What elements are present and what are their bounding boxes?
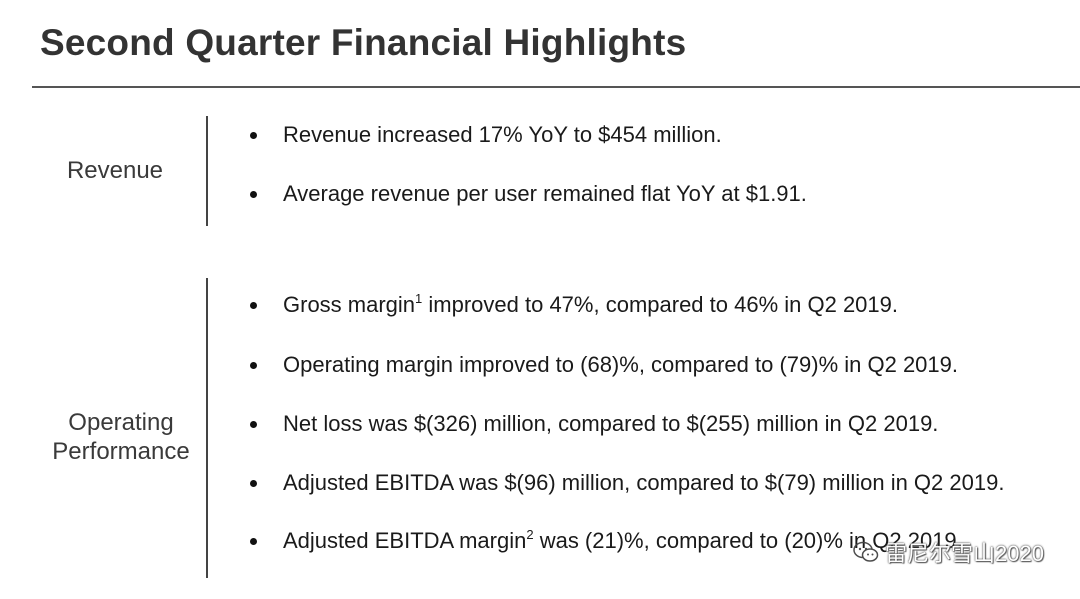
- bullet-item: Operating margin improved to (68)%, comp…: [250, 350, 958, 380]
- bullet-icon: [250, 361, 257, 369]
- section-label-operating-performance: Operating Performance: [40, 408, 202, 466]
- bullet-text: Operating margin improved to (68)%, comp…: [283, 352, 958, 377]
- bullet-text: Adjusted EBITDA margin2 was (21)%, compa…: [283, 528, 963, 554]
- footnote-marker: 2: [526, 526, 534, 542]
- bullet-text-part: Gross margin: [283, 292, 416, 317]
- bullet-text: Gross margin1 improved to 47%, compared …: [283, 292, 898, 318]
- bullet-text: Average revenue per user remained flat Y…: [283, 181, 807, 206]
- bullet-icon: [250, 131, 257, 139]
- section-divider-operating: [206, 278, 208, 578]
- footnote-marker: 1: [415, 290, 423, 306]
- section-divider-revenue: [206, 116, 208, 226]
- bullet-icon: [250, 537, 257, 545]
- bullet-item: Adjusted EBITDA was $(96) million, compa…: [250, 468, 1004, 498]
- bullet-text: Net loss was $(326) million, compared to…: [283, 411, 939, 436]
- bullet-icon: [250, 420, 257, 428]
- watermark-text: 雷尼尔雪山2020: [885, 541, 1044, 566]
- bullet-text-part: improved to 47%, compared to 46% in Q2 2…: [422, 292, 898, 317]
- bullet-icon: [250, 479, 257, 487]
- bullet-text-part: Adjusted EBITDA margin: [283, 528, 527, 553]
- bullet-item: Net loss was $(326) million, compared to…: [250, 409, 938, 439]
- bullet-item: Average revenue per user remained flat Y…: [250, 179, 807, 209]
- bullet-text-part: was (21)%, compared to (20)% in Q2 2019.: [533, 528, 963, 553]
- watermark: 雷尼尔雪山2020: [853, 536, 1044, 568]
- bullet-icon: [250, 190, 257, 198]
- bullet-item: Revenue increased 17% YoY to $454 millio…: [250, 120, 722, 150]
- bullet-item: Gross margin1 improved to 47%, compared …: [250, 290, 898, 320]
- bullet-text: Adjusted EBITDA was $(96) million, compa…: [283, 470, 1005, 495]
- bullet-icon: [250, 301, 257, 309]
- wechat-icon: [853, 541, 879, 562]
- bullet-item: Adjusted EBITDA margin2 was (21)%, compa…: [250, 526, 963, 556]
- page-title: Second Quarter Financial Highlights: [40, 22, 687, 63]
- section-label-revenue: Revenue: [66, 157, 164, 184]
- section-label-line: Operating: [68, 409, 174, 436]
- bullet-text: Revenue increased 17% YoY to $454 millio…: [283, 122, 722, 147]
- title-divider: [32, 86, 1080, 88]
- section-label-line: Performance: [52, 438, 190, 465]
